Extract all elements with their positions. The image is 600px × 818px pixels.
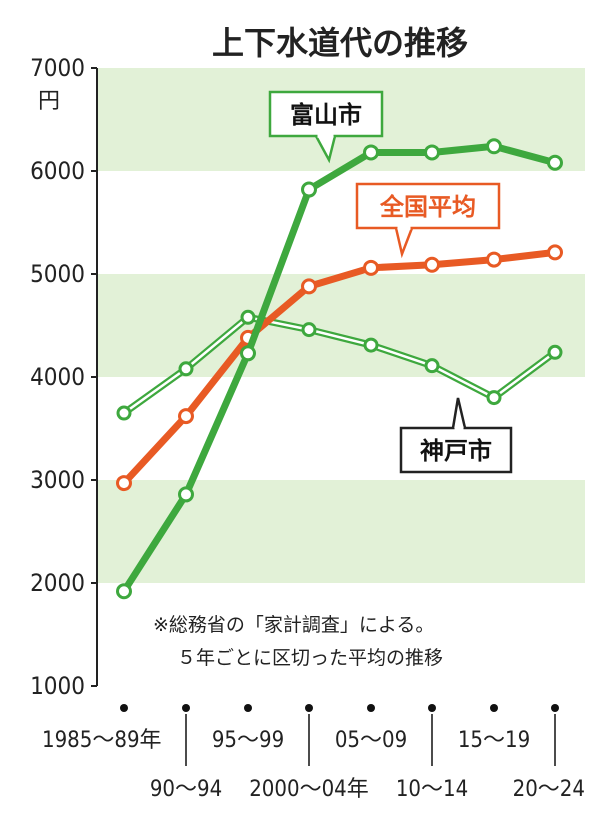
data-point xyxy=(178,408,194,425)
series-label-0: 富山市 xyxy=(268,90,384,164)
y-tick-label: 1000 xyxy=(30,672,85,700)
note-line-2: ５年ごとに区切った平均の推移 xyxy=(177,647,443,669)
x-tick-label: 95～99 xyxy=(212,728,284,753)
series-name: 神戸市 xyxy=(420,437,492,465)
label-box xyxy=(355,182,501,230)
data-point xyxy=(301,181,317,198)
data-point xyxy=(301,278,317,295)
background-bands xyxy=(97,68,585,583)
series-name: 全国平均 xyxy=(379,193,476,221)
data-point xyxy=(116,583,132,600)
x-tick-7: 20～24 xyxy=(513,704,585,802)
series-0 xyxy=(116,138,563,600)
y-tick-label: 5000 xyxy=(30,260,85,288)
label-pointer xyxy=(451,397,467,429)
x-tick-dot xyxy=(244,704,252,712)
y-tick-label: 6000 xyxy=(30,157,85,185)
data-point xyxy=(363,144,379,161)
series-label-2: 神戸市 xyxy=(399,397,513,474)
label-pointer xyxy=(394,227,414,259)
x-tick-label: 15～19 xyxy=(458,728,530,753)
x-tick-2: 95～99 xyxy=(212,704,284,753)
data-point xyxy=(547,344,563,360)
x-tick-dot xyxy=(182,704,190,712)
data-point xyxy=(363,337,379,353)
x-tick-label: 2000～04年 xyxy=(249,777,369,802)
x-tick-1: 90～94 xyxy=(150,704,222,802)
series-2 xyxy=(116,309,563,421)
data-point xyxy=(486,390,502,406)
data-point xyxy=(547,154,563,171)
x-tick-label: 20～24 xyxy=(513,777,585,802)
data-point xyxy=(424,144,440,161)
x-tick-dot xyxy=(551,704,559,712)
x-tick-dot xyxy=(305,704,313,712)
chart-title: 上下水道代の推移 xyxy=(212,24,468,62)
data-point xyxy=(116,405,132,421)
y-tick-label: 7000 xyxy=(30,54,85,82)
y-tick-labels: 1000 2000 3000 4000 5000 6000 7000 xyxy=(30,54,85,700)
data-point xyxy=(178,486,194,503)
series-line xyxy=(121,248,556,486)
y-tick-label: 2000 xyxy=(30,569,85,597)
data-point xyxy=(363,259,379,276)
x-tick-dot xyxy=(120,704,128,712)
series-label-1: 全国平均 xyxy=(355,182,501,259)
note-line-1: ※総務省の「家計調査」による。 xyxy=(153,614,434,636)
band-1 xyxy=(97,274,585,377)
data-point xyxy=(424,256,440,273)
data-point xyxy=(486,138,502,155)
x-tick-label: 10～14 xyxy=(396,777,468,802)
x-tick-0: 1985～89年 xyxy=(42,704,162,753)
x-tick-dot xyxy=(428,704,436,712)
series-line-inner xyxy=(123,316,556,415)
x-tick-6: 15～19 xyxy=(458,704,530,753)
x-tick-dot xyxy=(367,704,375,712)
data-point xyxy=(424,358,440,374)
x-tick-4: 05～09 xyxy=(335,704,407,753)
x-tick-3: 2000～04年 xyxy=(249,704,369,802)
x-tick-label: 90～94 xyxy=(150,777,222,802)
x-axis: 1985～89年 90～94 95～99 2000～04年 05～09 10～14 15～1… xyxy=(42,704,585,802)
data-point xyxy=(178,361,194,377)
x-tick-label: 05～09 xyxy=(335,728,407,753)
x-tick-dot xyxy=(490,704,498,712)
series-name: 富山市 xyxy=(290,101,362,129)
label-pointer xyxy=(314,135,337,164)
data-point xyxy=(547,244,563,261)
band-2 xyxy=(97,480,585,583)
y-tick-label: 3000 xyxy=(30,466,85,494)
source-note: ※総務省の「家計調査」による。 ５年ごとに区切った平均の推移 xyxy=(153,614,443,669)
series-line xyxy=(121,142,556,594)
label-box xyxy=(268,90,384,138)
data-point xyxy=(240,345,256,362)
data-point xyxy=(116,475,132,492)
y-tick-label: 4000 xyxy=(30,363,85,391)
x-tick-5: 10～14 xyxy=(396,704,468,802)
data-point xyxy=(301,322,317,338)
series-lines xyxy=(116,138,563,600)
data-point xyxy=(486,251,502,268)
x-tick-label: 1985～89年 xyxy=(42,728,162,753)
y-axis xyxy=(91,67,98,687)
y-unit-label: 円 xyxy=(38,89,60,114)
data-point xyxy=(240,309,256,325)
